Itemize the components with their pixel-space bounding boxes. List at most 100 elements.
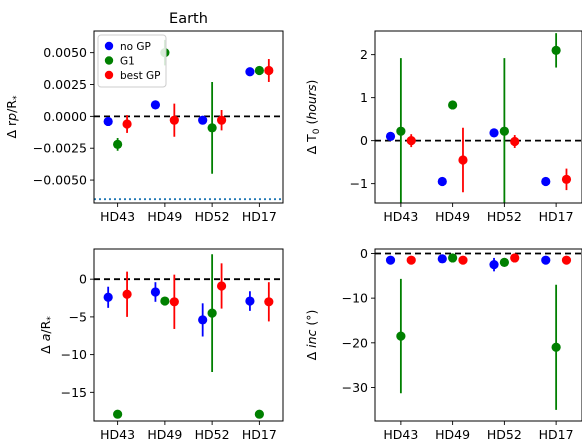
data-point xyxy=(385,131,396,141)
data-point xyxy=(561,255,572,265)
data-point xyxy=(396,126,406,136)
data-point xyxy=(207,308,217,318)
x-tick-label: HD43 xyxy=(383,427,418,440)
axes-frame xyxy=(93,248,284,422)
y-tick-label: −1 xyxy=(350,176,368,191)
x-tick-label: HD52 xyxy=(195,209,230,224)
plot-area xyxy=(94,39,283,201)
y-tick-label: 0.0025 xyxy=(43,77,87,92)
legend-label: no GP xyxy=(120,41,151,53)
data-point xyxy=(541,176,551,187)
chart-panel-top-left: −0.0050 −0.0025 0.0000 0.0025 0.0050 HD43 HD49… xyxy=(4,11,284,224)
data-point xyxy=(160,296,170,306)
data-point xyxy=(150,287,161,297)
legend-marker xyxy=(104,70,114,80)
data-point xyxy=(216,115,227,125)
data-point xyxy=(541,255,551,265)
x-tick-label: HD52 xyxy=(487,209,522,224)
data-point xyxy=(448,100,458,110)
chart-panel-top-right: −1 0 1 2 HD43 HD49 HD52 HD17 Δ T0 (hours) xyxy=(304,30,582,224)
data-point xyxy=(510,136,520,147)
data-point xyxy=(396,331,406,341)
plot-area xyxy=(375,252,582,410)
data-point xyxy=(245,67,255,77)
plot-area xyxy=(375,33,582,203)
data-point xyxy=(406,136,416,146)
y-tick-label: 0 xyxy=(79,272,87,287)
y-axis-label: Δ inc (°) xyxy=(304,310,319,361)
data-point xyxy=(113,139,123,149)
data-point xyxy=(561,174,572,184)
data-point xyxy=(245,296,255,306)
legend-label: G1 xyxy=(120,55,135,67)
data-point xyxy=(499,126,509,136)
axes-frame xyxy=(93,30,284,204)
y-tick-label: 0.0050 xyxy=(43,45,87,60)
x-tick-label: HD43 xyxy=(383,209,418,224)
x-tick-label: HD49 xyxy=(435,427,470,440)
data-point xyxy=(458,255,468,265)
data-point xyxy=(385,255,396,265)
x-tick-label: HD52 xyxy=(487,427,522,440)
data-point xyxy=(499,257,509,268)
x-tick-label: HD43 xyxy=(100,209,135,224)
x-tick-label: HD17 xyxy=(539,209,574,224)
chart-panel-bottom-right: −30 −20 −10 0 HD43 HD49 HD52 HD17 Δ inc (°) xyxy=(304,246,582,440)
y-tick-label: −10 xyxy=(342,291,368,306)
data-point xyxy=(458,155,468,165)
data-point xyxy=(510,253,520,263)
data-point xyxy=(489,260,499,270)
y-tick-label: −10 xyxy=(61,347,87,362)
x-tick-label: HD17 xyxy=(539,427,574,440)
data-point xyxy=(437,254,447,264)
legend-marker xyxy=(104,56,114,65)
data-point xyxy=(489,128,499,138)
data-point xyxy=(113,409,123,419)
data-point xyxy=(122,289,132,299)
axes-frame xyxy=(374,248,582,422)
data-point xyxy=(150,100,161,110)
y-tick-label: 0 xyxy=(360,133,368,148)
legend-marker xyxy=(104,41,114,51)
axes-frame xyxy=(374,30,582,204)
y-tick-label: −0.0050 xyxy=(33,173,87,188)
data-point xyxy=(448,253,458,263)
legend: no GP G1 best GP xyxy=(97,34,167,88)
data-point xyxy=(551,342,561,352)
y-tick-label: −20 xyxy=(342,335,368,350)
data-point xyxy=(264,297,274,307)
chart-panel-bottom-left: −15 −10 −5 0 HD43 HD49 HD52 HD17 Δ a/R* xyxy=(38,248,284,440)
y-tick-label: −0.0025 xyxy=(33,141,87,156)
data-point xyxy=(207,123,217,133)
y-tick-label: −30 xyxy=(342,380,368,395)
x-tick-label: HD17 xyxy=(242,209,277,224)
y-tick-label: −15 xyxy=(61,385,87,400)
x-tick-label: HD43 xyxy=(100,427,135,440)
legend-label: best GP xyxy=(120,70,161,82)
data-point xyxy=(103,292,113,302)
x-tick-label: HD49 xyxy=(435,209,470,224)
data-point xyxy=(169,297,179,307)
data-point xyxy=(103,116,113,127)
data-point xyxy=(122,119,132,129)
plot-area xyxy=(94,254,283,419)
data-point xyxy=(264,65,274,76)
y-axis-label: Δ T0 (hours) xyxy=(304,80,322,155)
y-axis-label: Δ a/R* xyxy=(38,316,56,354)
x-tick-label: HD17 xyxy=(242,427,277,440)
chart-title: Earth xyxy=(169,11,208,27)
x-tick-label: HD52 xyxy=(195,427,230,440)
data-point xyxy=(169,115,179,125)
data-point xyxy=(254,409,264,419)
y-tick-label: 2 xyxy=(360,47,368,62)
y-tick-label: 1 xyxy=(360,90,368,105)
y-tick-label: 0 xyxy=(360,246,368,261)
data-point xyxy=(254,65,264,76)
data-point xyxy=(437,176,447,187)
data-point xyxy=(551,45,561,55)
y-axis-label: Δ rp/R* xyxy=(4,95,22,139)
legend-box xyxy=(97,34,167,88)
data-point xyxy=(198,115,208,125)
data-point xyxy=(216,281,227,291)
